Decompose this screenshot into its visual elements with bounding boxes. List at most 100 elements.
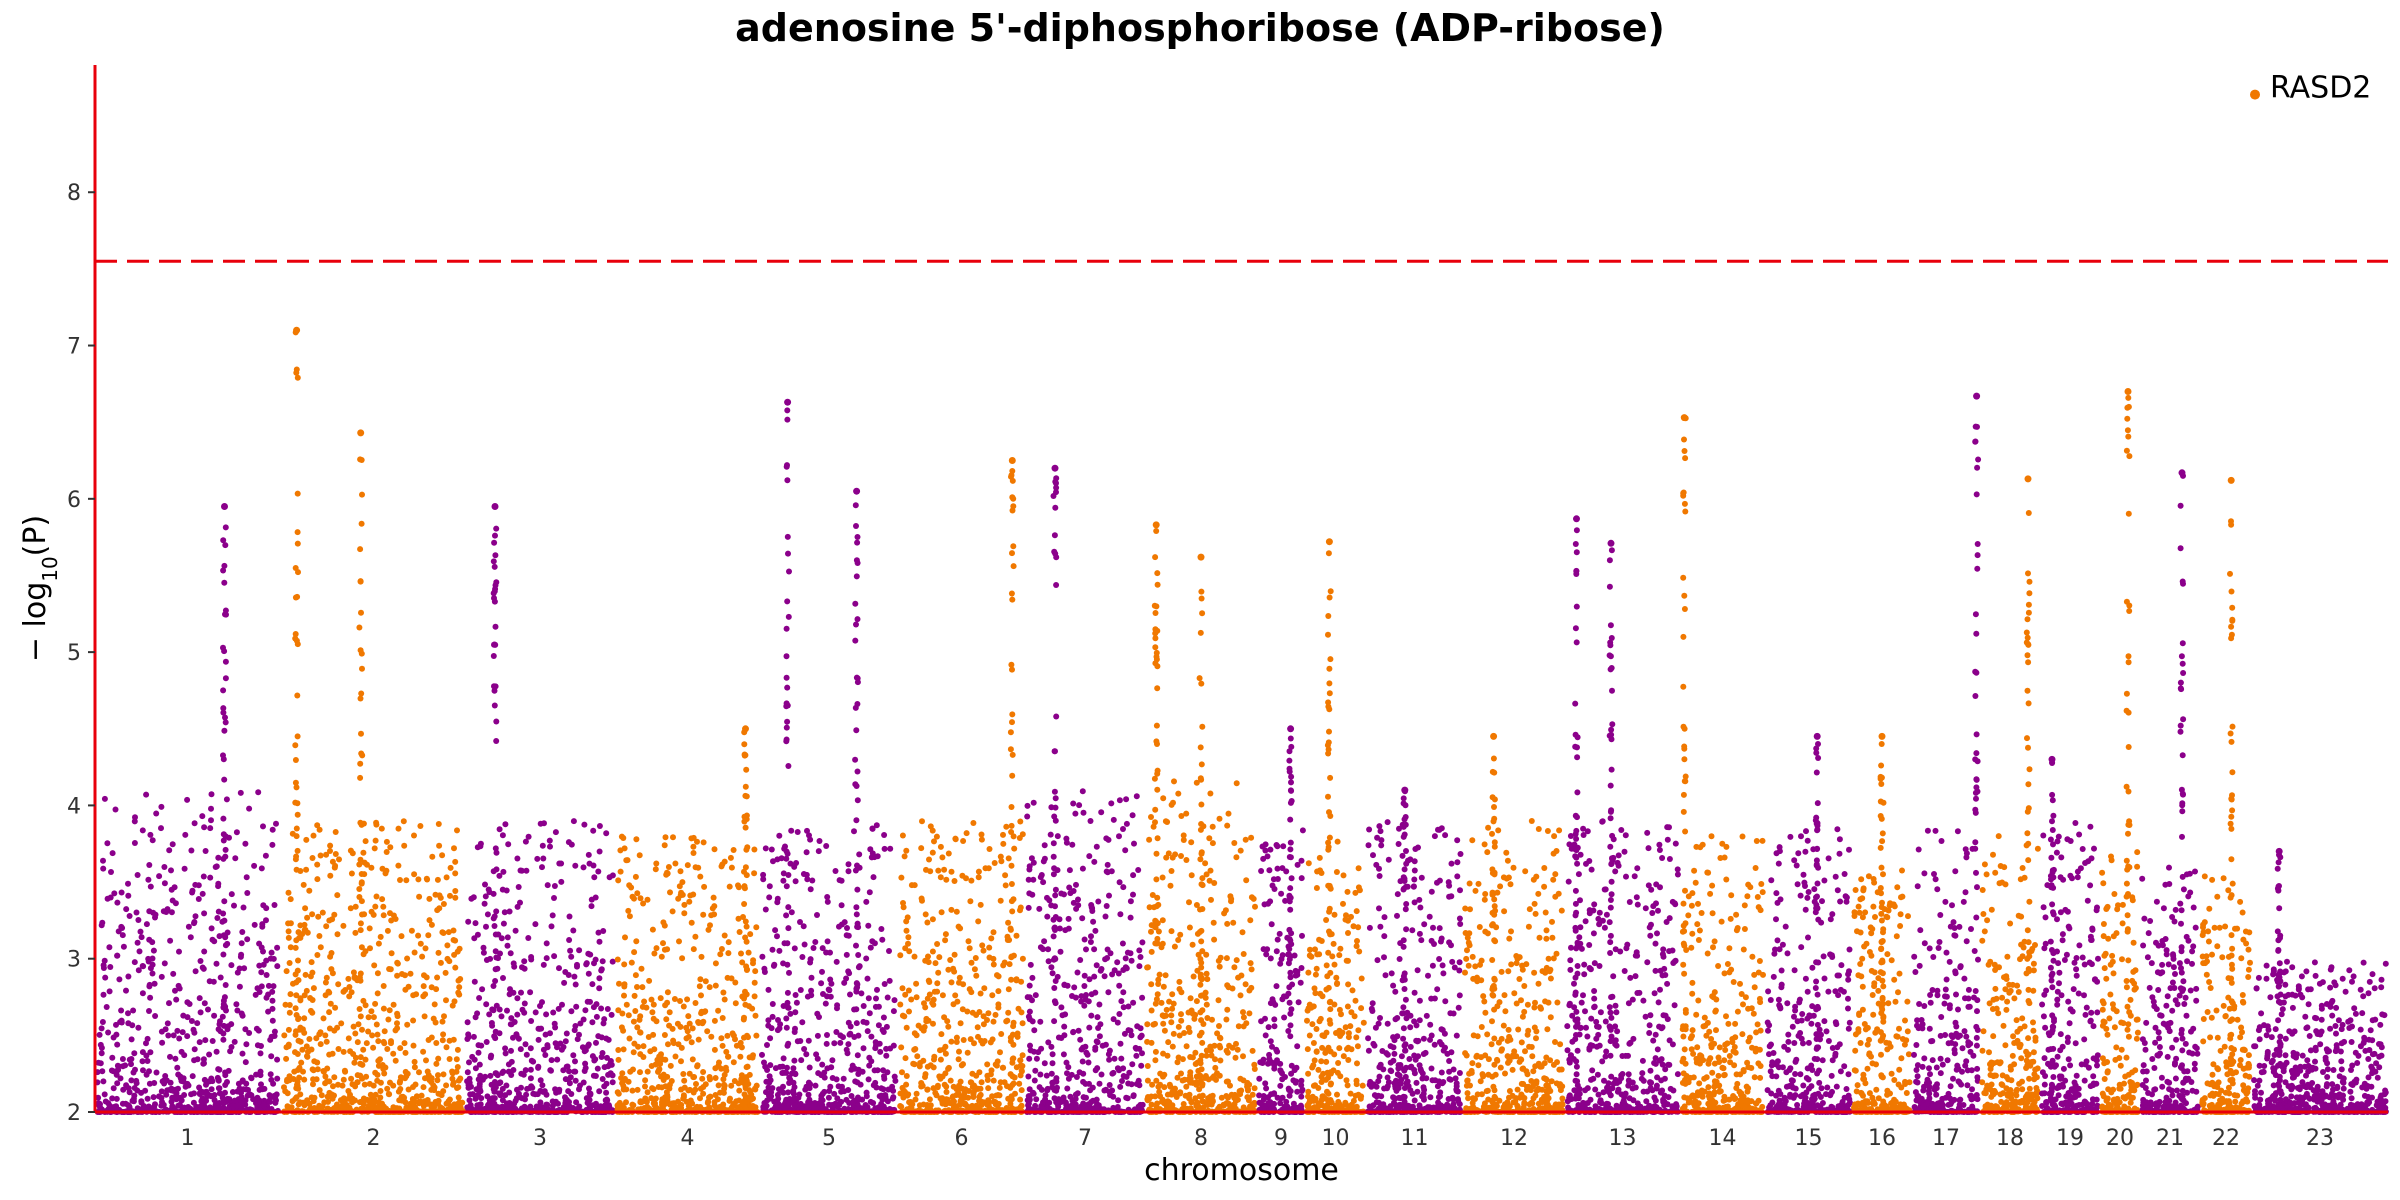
snp-point xyxy=(340,988,347,995)
snp-point xyxy=(433,1060,440,1067)
snp-point xyxy=(784,1064,790,1071)
snp-point xyxy=(875,1022,882,1029)
snp-point xyxy=(743,938,750,945)
snp-point xyxy=(1043,1072,1050,1079)
snp-point xyxy=(234,969,241,976)
snp-point xyxy=(221,994,228,1001)
snp-point xyxy=(744,1032,750,1039)
snp-point xyxy=(106,1102,113,1109)
snp-point xyxy=(161,880,168,887)
snp-point xyxy=(872,1003,879,1010)
snp-point xyxy=(854,616,861,623)
snp-point xyxy=(317,1041,324,1048)
snp-point xyxy=(128,1061,134,1068)
snp-point xyxy=(215,1077,222,1084)
snp-point xyxy=(309,1009,316,1016)
snp-point xyxy=(791,945,798,952)
snp-point xyxy=(472,920,479,927)
snp-point xyxy=(472,1065,479,1072)
snp-point xyxy=(176,1035,183,1042)
snp-point xyxy=(1050,853,1057,860)
snp-point xyxy=(860,1045,867,1052)
snp-point xyxy=(293,992,300,999)
snp-point xyxy=(711,846,718,853)
snp-point xyxy=(823,843,830,849)
snp-point xyxy=(539,842,546,849)
snp-point xyxy=(623,1001,630,1008)
snp-point xyxy=(769,946,776,953)
snp-point xyxy=(145,958,152,965)
snp-point xyxy=(814,1032,821,1039)
snp-point xyxy=(712,1075,719,1081)
snp-point xyxy=(947,957,954,963)
snp-point xyxy=(667,1062,674,1069)
snp-point xyxy=(1031,1027,1038,1034)
snp-point xyxy=(784,702,791,709)
snp-point xyxy=(336,856,342,863)
snp-point xyxy=(435,1055,442,1062)
snp-point xyxy=(356,894,363,900)
snp-point xyxy=(394,1020,400,1027)
snp-point xyxy=(254,1042,261,1049)
snp-point xyxy=(788,909,795,916)
snp-point xyxy=(491,1079,498,1085)
snp-point xyxy=(546,837,553,844)
snp-point xyxy=(784,477,791,484)
snp-point xyxy=(854,797,861,804)
snp-point xyxy=(976,1093,983,1100)
snp-point xyxy=(433,986,440,993)
snp-point xyxy=(110,1085,117,1092)
snp-point xyxy=(1163,1006,1170,1013)
snp-point xyxy=(973,972,980,979)
snp-point xyxy=(609,872,616,879)
snp-point xyxy=(741,1014,747,1021)
snp-point xyxy=(986,846,993,852)
snp-point xyxy=(316,826,323,833)
snp-point xyxy=(919,818,925,825)
snp-point xyxy=(411,949,418,956)
snp-point xyxy=(1052,914,1059,920)
snp-point xyxy=(686,898,693,905)
snp-point xyxy=(440,1031,447,1038)
snp-point xyxy=(191,1046,198,1053)
snp-point xyxy=(267,955,274,962)
snp-point xyxy=(380,1038,387,1045)
snp-point xyxy=(1090,1097,1096,1104)
snp-point xyxy=(522,838,529,845)
snp-point xyxy=(295,1015,302,1022)
snp-point xyxy=(785,550,791,557)
snp-point xyxy=(507,950,514,957)
snp-point xyxy=(100,1078,107,1085)
snp-point xyxy=(688,1039,695,1046)
snp-point xyxy=(161,864,168,870)
snp-point xyxy=(824,1032,830,1038)
snp-point xyxy=(599,1076,606,1082)
snp-point xyxy=(358,690,365,697)
snp-point xyxy=(913,980,920,987)
snp-point xyxy=(864,1028,871,1035)
snp-point xyxy=(487,1072,494,1079)
snp-point xyxy=(508,1072,515,1078)
snp-point xyxy=(591,874,598,881)
snp-point xyxy=(471,978,478,985)
snp-point xyxy=(539,1082,546,1089)
snp-point xyxy=(741,1091,748,1098)
snp-point xyxy=(751,993,758,1000)
snp-point xyxy=(310,832,317,839)
snp-point xyxy=(881,845,888,852)
snp-point xyxy=(993,1092,1000,1099)
snp-point xyxy=(681,901,688,908)
snp-point xyxy=(555,1100,561,1107)
snp-point xyxy=(435,949,442,956)
snp-point xyxy=(364,861,370,868)
snp-point xyxy=(436,842,443,849)
snp-point xyxy=(684,862,691,869)
snp-point xyxy=(1170,1030,1177,1037)
snp-point xyxy=(854,539,861,546)
snp-point xyxy=(293,866,300,873)
snp-point xyxy=(766,1073,773,1080)
snp-point xyxy=(1108,800,1115,807)
snp-point xyxy=(630,1018,637,1025)
snp-point xyxy=(926,1096,933,1103)
snp-point xyxy=(319,909,326,916)
